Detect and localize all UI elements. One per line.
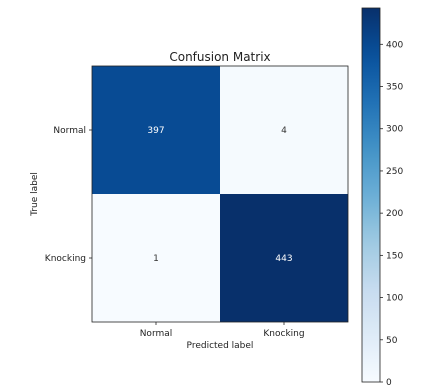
colorbar-tick-label-0: 0 [386,378,392,388]
colorbar-tick-label-7: 350 [386,83,403,93]
cell-value-0-1: 4 [281,126,287,136]
cell-value-1-0: 1 [153,254,159,264]
matrix-cell-1-0 [92,194,220,322]
plot-frame [91,65,349,323]
cell-value-1-1: 443 [275,254,292,264]
colorbar-tick-label-2: 100 [386,294,403,304]
colorbar-tick-label-8: 400 [386,40,403,50]
chart-title: Confusion Matrix [169,50,271,64]
x-tick-label-1: Knocking [263,329,304,339]
colorbar-tick-label-6: 300 [386,125,403,135]
y-axis-label: True label [30,172,40,217]
colorbar-tick-label-4: 200 [386,209,403,219]
colorbar-tick-label-3: 150 [386,251,403,261]
y-tick-label-0: Normal [53,126,86,136]
x-axis-label: Predicted label [187,341,254,351]
colorbar [361,7,381,383]
matrix-cell-1-1 [220,194,348,322]
matrix-cell-0-0 [92,66,220,194]
colorbar-tick-label-5: 250 [386,167,403,177]
colorbar-tick-label-1: 50 [386,336,398,346]
y-tick-label-1: Knocking [45,254,86,264]
cell-value-0-0: 397 [147,126,164,136]
x-tick-label-0: Normal [140,329,173,339]
matrix-cell-0-1 [220,66,348,194]
